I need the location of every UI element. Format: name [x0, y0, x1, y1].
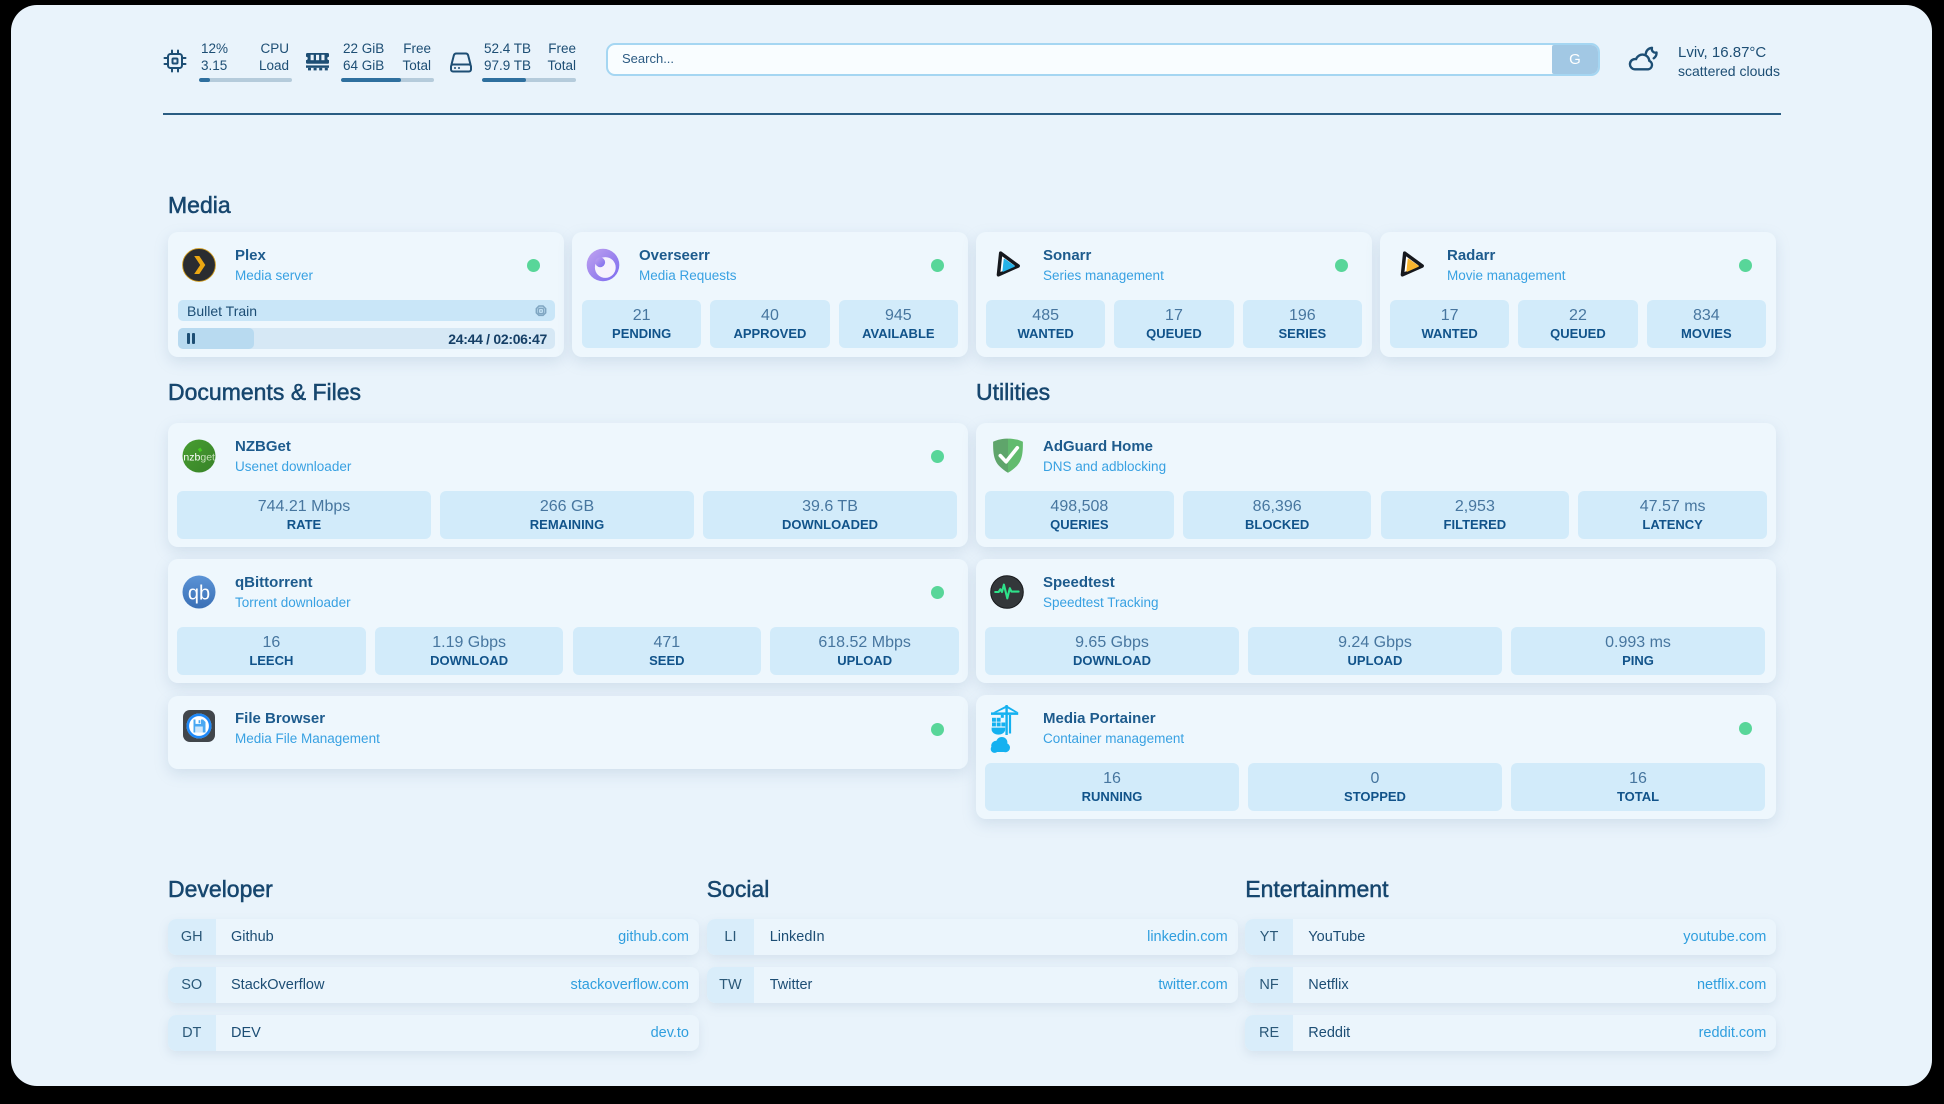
- svg-text:nzbget: nzbget: [183, 452, 215, 464]
- svg-text:qb: qb: [188, 583, 210, 605]
